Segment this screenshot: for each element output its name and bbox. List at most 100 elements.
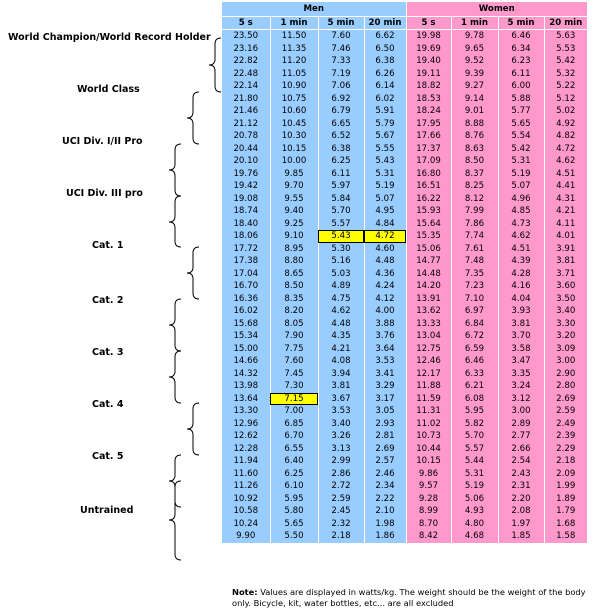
table-cell: 8.80 [269, 255, 318, 268]
table-cell: 7.60 [317, 29, 364, 43]
table-cell: 4.21 [317, 342, 364, 355]
table-cell: 3.26 [317, 430, 364, 443]
table-cell: 3.20 [543, 330, 587, 343]
table-row: 17.72 8.95 5.30 4.60 15.06 7.61 4.51 3.91 [222, 242, 587, 255]
table-cell: 3.93 [497, 305, 544, 318]
table-cell: 7.06 [317, 80, 364, 93]
table-cell: 11.31 [405, 405, 451, 418]
table-row: 21.80 10.75 6.92 6.02 18.53 9.14 5.88 5.12 [222, 92, 587, 105]
table-cell: 5.67 [363, 130, 406, 143]
men-col-5s: 5 s [222, 16, 270, 30]
table-cell: 6.25 [269, 467, 318, 480]
table-cell: 14.32 [222, 367, 270, 380]
table-cell: 2.72 [317, 480, 364, 493]
table-cell: 20.44 [222, 142, 270, 155]
table-row: 16.70 8.50 4.89 4.24 14.20 7.23 4.16 3.60 [222, 280, 587, 293]
table-cell: 23.16 [222, 42, 270, 55]
table-cell: 9.52 [450, 55, 498, 68]
table-cell: 8.88 [450, 117, 498, 130]
table-cell: 9.57 [405, 480, 451, 493]
category-label-world-champion: World Champion/World Record Holder [8, 32, 211, 43]
table-cell: 7.19 [317, 67, 364, 80]
table-cell: 3.81 [497, 317, 544, 330]
table-cell: 5.31 [363, 167, 406, 180]
table-cell: 5.19 [450, 480, 498, 493]
table-cell: 8.76 [450, 130, 498, 143]
table-cell: 3.09 [543, 342, 587, 355]
table-cell: 2.59 [543, 405, 587, 418]
table-cell: 5.57 [317, 217, 364, 230]
table-cell: 10.90 [269, 80, 318, 93]
table-cell: 6.52 [317, 130, 364, 143]
table-cell: 2.39 [543, 430, 587, 443]
table-cell: 7.23 [450, 280, 498, 293]
table-cell: 6.11 [497, 67, 544, 80]
table-cell: 7.15 [269, 392, 318, 405]
table-cell: 4.60 [363, 242, 406, 255]
table-cell: 8.42 [405, 530, 451, 543]
table-cell: 2.99 [317, 455, 364, 468]
men-header: Men [222, 2, 406, 17]
table-cell: 5.63 [543, 29, 587, 43]
table-cell: 6.92 [317, 92, 364, 105]
women-header: Women [405, 2, 587, 17]
table-row: 22.48 11.05 7.19 6.26 19.11 9.39 6.11 5.32 [222, 67, 587, 80]
table-cell: 11.35 [269, 42, 318, 55]
table-cell: 2.80 [543, 380, 587, 393]
table-row: 14.66 7.60 4.08 3.53 12.46 6.46 3.47 3.00 [222, 355, 587, 368]
table-cell: 10.75 [269, 92, 318, 105]
table-cell: 8.12 [450, 192, 498, 205]
table-cell: 3.88 [363, 317, 406, 330]
women-col-1min: 1 min [450, 16, 498, 30]
table-cell: 5.16 [317, 255, 364, 268]
table-cell: 6.97 [450, 305, 498, 318]
table-cell: 3.41 [363, 367, 406, 380]
table-cell: 5.70 [317, 205, 364, 218]
table-cell: 11.94 [222, 455, 270, 468]
table-cell: 12.62 [222, 430, 270, 443]
table-cell: 9.25 [269, 217, 318, 230]
table-cell: 5.32 [543, 67, 587, 80]
table-cell: 10.92 [222, 492, 270, 505]
table-cell: 7.46 [317, 42, 364, 55]
table-cell: 3.60 [543, 280, 587, 293]
table-cell: 6.10 [269, 480, 318, 493]
table-cell: 4.11 [543, 217, 587, 230]
table-cell: 2.45 [317, 505, 364, 518]
table-cell: 13.98 [222, 380, 270, 393]
table-cell: 4.89 [317, 280, 364, 293]
table-cell: 10.60 [269, 105, 318, 118]
table-cell: 6.65 [317, 117, 364, 130]
category-label-uci-div-1-2-pro: UCI Div. I/II Pro [62, 136, 143, 147]
table-row: 18.74 9.40 5.70 4.95 15.93 7.99 4.85 4.21 [222, 205, 587, 218]
table-cell: 5.50 [269, 530, 318, 543]
table-cell: 8.50 [450, 155, 498, 168]
table-cell: 12.46 [405, 355, 451, 368]
table-cell: 17.38 [222, 255, 270, 268]
table-cell: 6.33 [450, 367, 498, 380]
table-cell: 7.33 [317, 55, 364, 68]
table-cell: 10.00 [269, 155, 318, 168]
table-cell: 3.47 [497, 355, 544, 368]
table-cell: 6.23 [497, 55, 544, 68]
table-cell: 4.48 [363, 255, 406, 268]
table-cell: 5.77 [497, 105, 544, 118]
table-cell: 18.74 [222, 205, 270, 218]
table-cell: 2.34 [363, 480, 406, 493]
table-cell: 4.51 [497, 242, 544, 255]
table-row: 11.60 6.25 2.86 2.46 9.86 5.31 2.43 2.09 [222, 467, 587, 480]
table-cell: 6.00 [497, 80, 544, 93]
table-cell: 1.89 [543, 492, 587, 505]
category-label-uci-div-3-pro: UCI Div. III pro [66, 188, 143, 199]
table-cell: 4.24 [363, 280, 406, 293]
table-cell: 9.01 [450, 105, 498, 118]
category-label-cat-4: Cat. 4 [92, 399, 124, 410]
table-cell: 2.31 [497, 480, 544, 493]
table-cell: 8.20 [269, 305, 318, 318]
table-cell: 17.37 [405, 142, 451, 155]
men-col-1min: 1 min [269, 16, 318, 30]
table-cell: 14.66 [222, 355, 270, 368]
table-cell: 5.19 [497, 167, 544, 180]
table-cell: 2.66 [497, 442, 544, 455]
table-cell: 10.73 [405, 430, 451, 443]
